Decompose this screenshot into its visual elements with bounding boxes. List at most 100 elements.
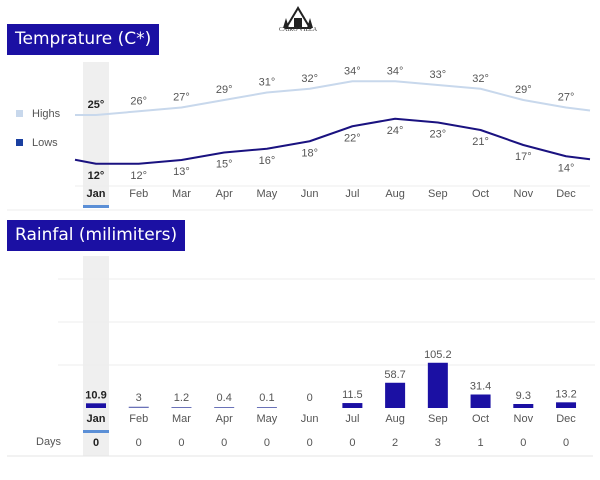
legend-label-lows: Lows [32,137,58,149]
rainfall-title: Rainfal (milimiters) [7,220,186,251]
data-label-highs: 29° [216,84,233,96]
x-tick-label: Mar [172,188,191,200]
x-tick-label: Apr [216,188,233,200]
legend-swatch-highs [16,110,23,117]
rain-data-label: 3 [136,392,142,404]
rain-data-label: 1.2 [174,392,189,404]
x-tick-label: May [257,188,278,200]
rain-bar [385,382,406,408]
rain-data-label: 13.2 [555,388,576,400]
rain-data-label: 9.3 [516,390,531,402]
cabin-logo-icon [283,6,313,29]
data-label-highs: 29° [515,84,532,96]
days-label: Days [36,436,62,448]
rain-bar [214,407,235,408]
legend-label-highs: Highs [32,108,61,120]
x-tick-label: Aug [385,413,405,425]
data-label-lows: 23° [430,129,447,141]
x-tick-label: Sep [428,188,448,200]
x-tick-label: Oct [472,188,489,200]
x-tick-label: Nov [514,413,534,425]
logo-text: CAIRO VILLA [278,27,318,33]
rain-days-value: 0 [563,437,569,449]
data-label-lows: 15° [216,159,233,171]
x-tick-label: Jun [301,413,319,425]
rain-data-label: 0 [307,392,313,404]
rain-days-value: 0 [349,437,355,449]
data-label-lows: 22° [344,132,361,144]
rain-days-value: 0 [264,437,270,449]
x-tick-label: Sep [428,413,448,425]
x-tick-label: Dec [556,188,576,200]
rain-data-label: 105.2 [424,349,452,361]
rain-bar [342,403,363,408]
data-label-lows: 18° [301,147,318,159]
rain-days-value: 0 [520,437,526,449]
rain-days-value: 0 [178,437,184,449]
rain-bar [256,407,277,408]
rain-days-value: 0 [93,437,99,449]
rain-days-value: 0 [307,437,313,449]
data-label-highs: 27° [173,92,190,104]
data-label-lows: 12° [88,170,105,182]
x-tick-label: Feb [129,413,148,425]
x-tick-label: Aug [385,188,405,200]
rain-days-value: 3 [435,437,441,449]
x-tick-label: Dec [556,413,576,425]
x-tick-label: Nov [514,188,534,200]
data-label-lows: 13° [173,166,190,178]
temperature-title: Temprature (C*) [7,24,160,55]
rain-data-label: 0.1 [259,392,274,404]
data-label-highs: 25° [88,99,105,111]
data-label-highs: 32° [301,73,318,85]
rain-bar [86,403,106,408]
x-tick-label: Jun [301,188,319,200]
rain-data-label: 10.9 [85,389,106,401]
data-label-lows: 17° [515,151,532,163]
rain-bar [128,406,149,408]
data-label-lows: 14° [558,162,575,174]
rain-days-value: 2 [392,437,398,449]
data-label-lows: 24° [387,125,404,137]
data-label-lows: 16° [259,155,276,167]
rain-data-label: 31.4 [470,380,491,392]
x-tick-label: Jul [345,188,359,200]
data-label-highs: 34° [344,65,361,77]
rain-days-value: 0 [136,437,142,449]
rain-bar [556,402,577,408]
selected-column-highlight [83,62,109,206]
data-label-highs: 33° [430,69,447,81]
rain-data-label: 11.5 [342,389,363,401]
data-label-highs: 34° [387,65,404,77]
x-tick-label: Mar [172,413,191,425]
x-tick-label: Jan [87,413,106,425]
data-label-lows: 12° [130,170,147,182]
rain-data-label: 58.7 [384,369,405,381]
x-tick-label: Jan [87,188,106,200]
x-tick-label: Feb [129,188,148,200]
rain-data-label: 0.4 [217,392,232,404]
x-tick-label: Jul [345,413,359,425]
data-label-highs: 26° [130,95,147,107]
rain-bar [427,362,448,408]
rain-bar [513,404,534,408]
selected-month-indicator [83,205,109,208]
rain-days-value: 1 [478,437,484,449]
data-label-lows: 21° [472,136,489,148]
rain-bar [171,407,192,408]
x-tick-label: Oct [472,413,489,425]
series-line-lows [74,117,591,165]
rain-bar [470,394,491,408]
x-tick-label: Apr [216,413,233,425]
x-tick-label: May [257,413,278,425]
data-label-highs: 32° [472,73,489,85]
rain-days-value: 0 [221,437,227,449]
legend-swatch-lows [16,139,23,146]
series-line-highs [75,80,591,116]
selected-month-indicator [83,430,109,433]
data-label-highs: 31° [259,77,276,89]
data-label-highs: 27° [558,92,575,104]
selected-column-highlight [83,256,109,456]
